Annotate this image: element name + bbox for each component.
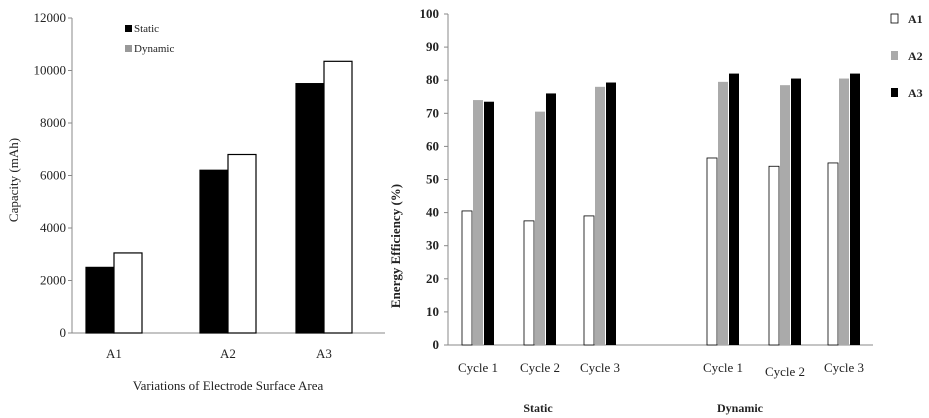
efficiency-y-tick-label: 70 bbox=[426, 105, 439, 120]
capacity-y-tick-label: 0 bbox=[60, 325, 67, 340]
efficiency-y-ticks: 0 10 20 30 40 50 60 70 80 90 100 bbox=[420, 6, 448, 352]
efficiency-legend: A1 A2 A3 bbox=[890, 12, 923, 100]
bar-dynamic-a2 bbox=[227, 153, 257, 334]
bar-a3-dynamic-cycle-2 bbox=[791, 78, 801, 346]
legend-swatch-dynamic bbox=[125, 45, 132, 52]
bar-a1-static-cycle-2 bbox=[523, 220, 535, 346]
bar-a3-static-cycle-3 bbox=[606, 82, 616, 345]
bar-a3-dynamic-cycle-1 bbox=[729, 73, 739, 345]
efficiency-x-tick-label: Cycle 2 bbox=[520, 360, 560, 375]
bar-a2-dynamic-cycle-2 bbox=[780, 85, 790, 345]
capacity-y-tick-label: 6000 bbox=[40, 168, 66, 183]
capacity-y-tick-label: 2000 bbox=[40, 273, 66, 288]
efficiency-y-tick-label: 90 bbox=[426, 39, 439, 54]
efficiency-y-tick-label: 10 bbox=[426, 304, 439, 319]
bar-a1-dynamic-cycle-2 bbox=[768, 165, 780, 346]
bar-a1-static-cycle-1 bbox=[461, 210, 473, 346]
capacity-y-axis-title: Capacity (mAh) bbox=[6, 138, 21, 222]
legend-label-a2: A2 bbox=[908, 49, 923, 63]
group-label-dynamic: Dynamic bbox=[717, 401, 764, 415]
bar-static-a3 bbox=[295, 83, 325, 334]
efficiency-x-tick-label: Cycle 1 bbox=[703, 360, 743, 375]
efficiency-y-tick-label: 40 bbox=[426, 205, 439, 220]
efficiency-y-tick-label: 60 bbox=[426, 138, 439, 153]
legend-swatch-a1 bbox=[890, 13, 899, 24]
bar-a3-static-cycle-1 bbox=[484, 101, 494, 345]
capacity-x-tick-label: A3 bbox=[316, 346, 332, 361]
bar-static-a2 bbox=[199, 169, 229, 334]
capacity-y-tick-label: 8000 bbox=[40, 115, 66, 130]
efficiency-x-tick-label: Cycle 3 bbox=[824, 360, 864, 375]
bar-dynamic-a1 bbox=[113, 252, 143, 334]
capacity-chart: 0 2000 4000 6000 8000 10000 12000 A1 A2 A3 Capac… bbox=[6, 10, 385, 393]
bar-a2-dynamic-cycle-3 bbox=[839, 78, 849, 346]
bar-a2-static-cycle-2 bbox=[535, 111, 545, 346]
efficiency-y-tick-label: 30 bbox=[426, 238, 439, 253]
efficiency-y-axis-title: Energy Efficiency (%) bbox=[388, 184, 403, 308]
capacity-legend: Static Dynamic bbox=[125, 23, 174, 55]
bar-dynamic-a3 bbox=[323, 60, 353, 334]
efficiency-x-tick-label: Cycle 1 bbox=[458, 360, 498, 375]
bar-a1-dynamic-cycle-1 bbox=[706, 157, 718, 346]
efficiency-bars bbox=[461, 73, 860, 346]
efficiency-y-tick-label: 50 bbox=[426, 172, 439, 187]
legend-label-a1: A1 bbox=[908, 12, 923, 26]
efficiency-y-tick-label: 20 bbox=[426, 271, 439, 286]
efficiency-y-tick-label: 100 bbox=[420, 6, 440, 21]
legend-swatch-static bbox=[125, 25, 132, 32]
legend-label-a3: A3 bbox=[908, 86, 923, 100]
legend-label-dynamic: Dynamic bbox=[134, 43, 174, 55]
bar-a2-static-cycle-1 bbox=[473, 100, 483, 345]
efficiency-x-ticks: Cycle 1 Cycle 2 Cycle 3 Cycle 1 Cycle 2 Cycle… bbox=[458, 360, 864, 379]
efficiency-x-tick-label: Cycle 2 bbox=[765, 364, 805, 379]
capacity-x-tick-label: A1 bbox=[106, 346, 122, 361]
capacity-y-tick-label: 10000 bbox=[34, 63, 67, 78]
bar-a1-static-cycle-3 bbox=[583, 215, 595, 346]
capacity-x-tick-label: A2 bbox=[220, 346, 236, 361]
efficiency-y-tick-label: 80 bbox=[426, 72, 439, 87]
capacity-x-axis-title: Variations of Electrode Surface Area bbox=[133, 378, 324, 393]
legend-label-static: Static bbox=[134, 23, 159, 35]
legend-swatch-a3 bbox=[891, 88, 898, 97]
capacity-bars bbox=[85, 60, 353, 334]
efficiency-y-tick-label: 0 bbox=[433, 337, 440, 352]
efficiency-x-tick-label: Cycle 3 bbox=[580, 360, 620, 375]
capacity-x-ticks: A1 A2 A3 bbox=[106, 346, 332, 361]
bar-a2-static-cycle-3 bbox=[595, 86, 605, 345]
bar-a3-dynamic-cycle-3 bbox=[850, 73, 860, 345]
bar-a2-dynamic-cycle-1 bbox=[718, 81, 728, 345]
capacity-y-ticks: 0 2000 4000 6000 8000 10000 12000 bbox=[34, 10, 72, 340]
group-label-static: Static bbox=[523, 401, 553, 415]
capacity-y-tick-label: 4000 bbox=[40, 220, 66, 235]
bar-a3-static-cycle-2 bbox=[546, 93, 556, 345]
legend-swatch-a2 bbox=[891, 51, 898, 60]
bar-a1-dynamic-cycle-3 bbox=[827, 162, 839, 346]
capacity-y-tick-label: 12000 bbox=[34, 10, 67, 25]
bar-static-a1 bbox=[85, 266, 115, 334]
